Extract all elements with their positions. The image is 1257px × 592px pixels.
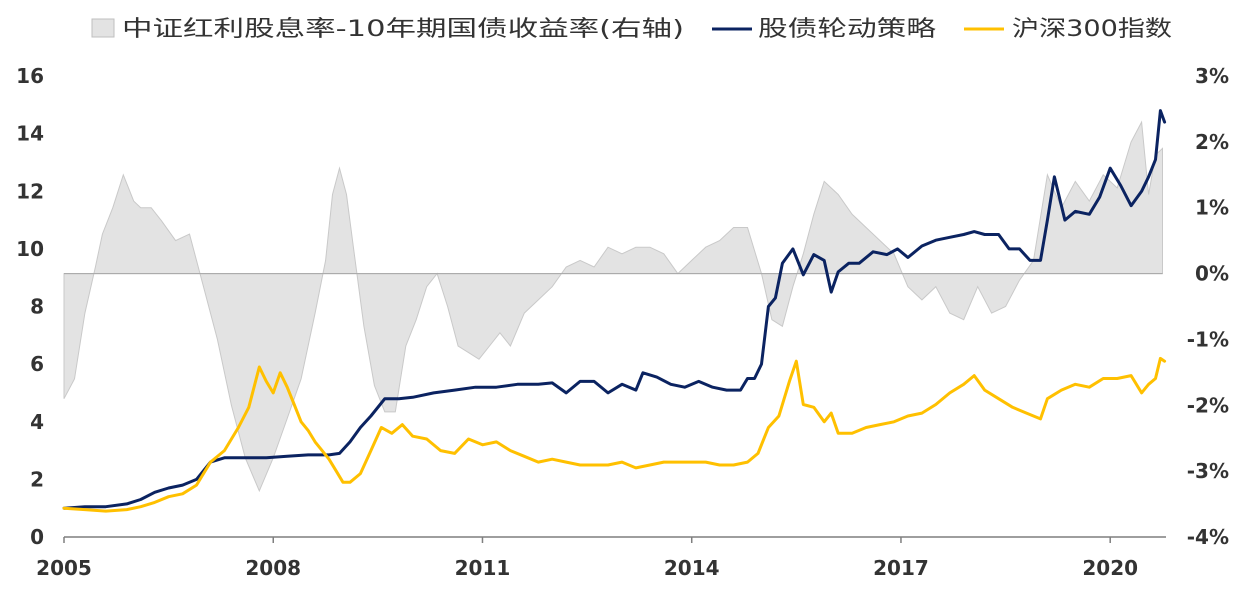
x-tick-label: 2017 — [873, 556, 929, 580]
y-left-tick-label: 16 — [16, 64, 44, 88]
y-right-tick-label: 3% — [1195, 64, 1229, 88]
y-left-tick-label: 4 — [30, 410, 44, 434]
y-left-tick-label: 14 — [16, 122, 44, 146]
y-right-tick-label: -4% — [1187, 525, 1229, 549]
y-right-tick-label: -2% — [1187, 393, 1229, 417]
y-left-tick-label: 10 — [16, 237, 44, 261]
x-tick-label: 2014 — [664, 556, 720, 580]
axis-layer: 2005 2008 2011 2014 2017 2020 0 2 4 6 8 10 12 14 16 -4%… — [16, 64, 1229, 580]
y-right-tick-label: -3% — [1187, 459, 1229, 483]
x-tick-label: 2011 — [455, 556, 511, 580]
y-right-tick-label: 2% — [1195, 130, 1229, 154]
y-right-tick-label: -1% — [1187, 327, 1229, 351]
legend: 中证红利股息率-10年期国债收益率(右轴) 股债轮动策略 沪深300指数 — [91, 17, 1172, 42]
series-line-csi300 — [62, 356, 1167, 513]
y-left-tick-label: 8 — [30, 295, 44, 319]
legend-label-strategy: 股债轮动策略 — [758, 17, 936, 42]
x-tick-label: 2008 — [245, 556, 301, 580]
y-left-tick-label: 2 — [30, 467, 44, 491]
x-tick-label: 2020 — [1082, 556, 1138, 580]
legend-swatch-area — [91, 18, 115, 38]
y-left-tick-label: 12 — [16, 179, 44, 203]
y-left-tick-label: 0 — [30, 525, 44, 549]
line-layer — [62, 109, 1167, 513]
legend-label-spread: 中证红利股息率-10年期国债收益率(右轴) — [122, 17, 684, 42]
y-left-tick-label: 6 — [30, 352, 44, 376]
y-right-tick-label: 1% — [1195, 196, 1229, 220]
legend-label-csi300: 沪深300指数 — [1012, 17, 1172, 42]
series-area-spread — [63, 120, 1163, 493]
series-line-strategy — [62, 109, 1167, 510]
area-layer — [63, 120, 1163, 493]
x-tick-label: 2005 — [36, 556, 92, 580]
y-right-tick-label: 0% — [1195, 262, 1229, 286]
